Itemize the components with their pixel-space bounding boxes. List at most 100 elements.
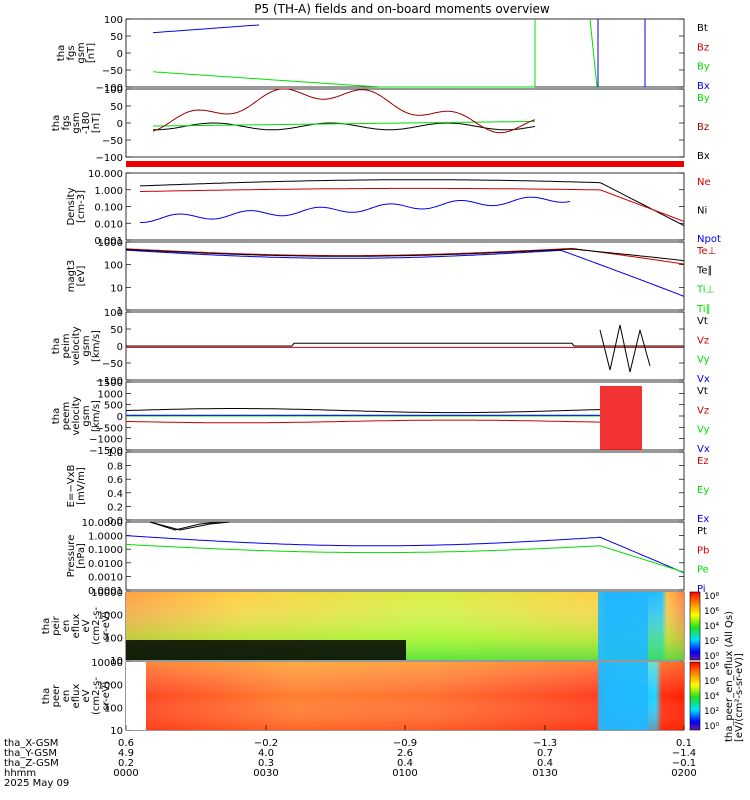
legend-entry: Pt [697,526,707,537]
ylabel-line: sr-eV) [101,611,112,640]
xaxis-tick-value: 4.9 [118,748,134,759]
ylabel-line-group: fgs [66,45,77,60]
legend-entry: Vx [697,444,710,455]
ylabel-line-group: peem [61,402,72,430]
spectrogram-peir [126,592,684,660]
ytick-label: 0.0001 [88,586,123,597]
ylabel-line: velocity [71,396,82,435]
ylabel-line-group: en [61,620,72,633]
ytick-label: −1500 [89,446,123,457]
ytick-label: 0.0100 [88,559,123,570]
ylabel-line-group: [nT] [86,43,97,63]
legend-entry: Ey [697,485,709,496]
series-ni [139,179,685,227]
ytick-label: −50 [102,359,123,370]
ylabel-line-group: gsm [71,112,82,133]
ylabel-line-group: eV [81,619,92,632]
ytick-label: 0.6 [107,475,123,486]
legend-entry: Vy [697,355,710,366]
ylabel-line: -180 [81,112,92,135]
heatmap-peir-dropout [598,592,648,660]
ylabel-line-group: eV [81,689,92,702]
ylabel-line-group: peer [51,684,62,708]
series-peem-burst [600,386,642,450]
colorbar-tick: 10⁸ [704,662,719,672]
ytick-label: 0.100 [94,203,123,214]
ylabel-line: peer [51,684,62,708]
ytick-label: 0.2 [107,502,123,513]
colorbar-tick: 10⁶ [704,607,719,617]
xaxis-tick-value: 0130 [532,768,557,779]
ytick-label: 0.001 [94,236,123,247]
ylabel-line-group: eflux [71,684,82,709]
legend-entry: Ni [697,206,707,217]
legends: BtBzByBxByBzBxNeNiNpotTe⊥Te∥Ti⊥Ti∥VtVzVy… [696,23,721,595]
legend-entry: Te∥ [696,265,713,276]
ytick-label: 10.000 [88,169,123,180]
ytick-label: 100 [104,85,123,96]
legend-entry: Ti⊥ [696,285,714,296]
ytick-label: 100 [104,633,123,644]
xaxis-row-label: hhmm [4,768,36,779]
ylabel-line: velocity [71,326,82,365]
ytick-label: 50 [110,325,123,336]
ytick-label: −100 [96,153,123,164]
ylabel-line-group: Pressure [66,535,77,578]
series-pe [125,543,685,573]
ytick-label: −100 [96,83,123,94]
legend-entry: Bt [697,23,708,34]
ylabel-line: [km/s] [91,400,102,432]
series-efield [149,521,221,531]
ylabel-line: [eV] [76,266,87,287]
legend-entry: Vz [697,405,709,416]
ylabel-line: tha [51,408,62,424]
series-bz-180 [152,88,536,134]
ylabel-line-group: tha [51,338,62,354]
ylabel-line-group: (cm2-s- [91,607,102,645]
heatmap-peer-dropout [598,662,648,730]
ylabel-line-group: velocity [71,326,82,365]
legend-entry: Ne [697,177,711,188]
ytick-label: 1.0 [107,448,123,459]
data-curves [125,18,685,574]
ylabel-line-group: tha [51,408,62,424]
legend-entry: Bz [697,42,709,53]
ytick-label: −50 [102,66,123,77]
legend-entry: Vz [697,335,709,346]
ytick-label: 10000 [91,658,123,669]
ytick-label: 0.0 [107,516,123,527]
panel-frame-efield [125,451,685,521]
heatmap-peer-shade [126,662,684,730]
ytick-label: 1500 [98,378,123,389]
ytick-label: −50 [102,136,123,147]
ylabel-line-group: tha [41,618,52,634]
legend-entry: Ex [697,514,709,525]
series-vt-burst [599,324,651,373]
legend-entry: Vy [697,425,710,436]
colorbar-tick: 10⁰ [704,652,719,662]
xaxis-tick-value: 2.6 [397,748,413,759]
panel-frame-pressure [125,521,685,591]
series-peem-vt [125,408,600,414]
ylabel-line-group: sr-eV) [101,611,112,640]
y-tick-labels: 100500−50−100100500−50−10010.0001.0000.1… [82,15,123,737]
ytick-label: 500 [104,401,123,412]
ytick-label: 0.010 [94,219,123,230]
xaxis-row-label: tha_Z-GSM [4,758,59,769]
ylabel-line: (cm2-s- [91,677,102,715]
ytick-label: 1 [117,306,123,317]
ylabel-line: [nT] [86,43,97,63]
xaxis-tick-value: 0.1 [676,738,692,749]
ytick-label: 0 [117,49,123,60]
legend-entry: Pb [697,545,709,556]
xaxis-tick-value: 0.7 [537,748,553,759]
colorbar-tick: 10² [704,707,719,717]
legend-entry: Bx [697,81,710,92]
ylabel-line: tha [41,618,52,634]
ylabel-line: gsm [81,405,92,426]
x-axis: tha_X-GSM 0.6 −0.2 −0.9 −1.3 0.1 tha_Y-GSM 4.9 4… [4,725,697,789]
xaxis-row-label: tha_X-GSM [4,738,58,749]
xaxis-tick-value: 0.3 [258,758,274,769]
ylabel-line-group: fgs [61,115,72,130]
ytick-label: 1000 [98,389,123,400]
